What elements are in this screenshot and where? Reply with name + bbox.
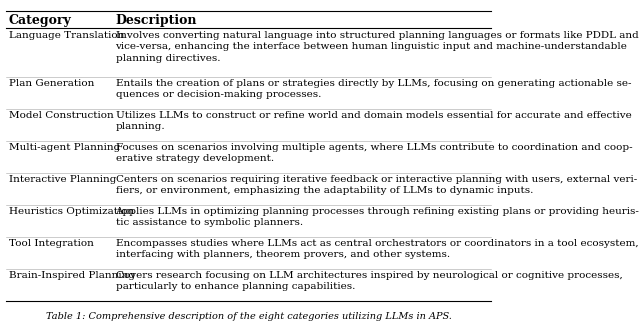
Text: Focuses on scenarios involving multiple agents, where LLMs contribute to coordin: Focuses on scenarios involving multiple … — [116, 143, 632, 163]
Text: Table 1: Comprehensive description of the eight categories utilizing LLMs in APS: Table 1: Comprehensive description of th… — [46, 312, 452, 321]
Text: Tool Integration: Tool Integration — [9, 239, 93, 248]
Text: Involves converting natural language into structured planning languages or forma: Involves converting natural language int… — [116, 31, 638, 63]
Text: Entails the creation of plans or strategies directly by LLMs, focusing on genera: Entails the creation of plans or strateg… — [116, 79, 631, 99]
Text: Covers research focusing on LLM architectures inspired by neurological or cognit: Covers research focusing on LLM architec… — [116, 271, 622, 291]
Text: Utilizes LLMs to construct or refine world and domain models essential for accur: Utilizes LLMs to construct or refine wor… — [116, 111, 631, 131]
Text: Interactive Planning: Interactive Planning — [9, 175, 116, 184]
Text: Heuristics Optimization: Heuristics Optimization — [9, 207, 134, 216]
Text: Centers on scenarios requiring iterative feedback or interactive planning with u: Centers on scenarios requiring iterative… — [116, 175, 637, 195]
Text: Description: Description — [116, 14, 197, 27]
Text: Multi-agent Planning: Multi-agent Planning — [9, 143, 120, 152]
Text: Applies LLMs in optimizing planning processes through refining existing plans or: Applies LLMs in optimizing planning proc… — [116, 207, 639, 227]
Text: Language Translation: Language Translation — [9, 31, 124, 40]
Text: Encompasses studies where LLMs act as central orchestrators or coordinators in a: Encompasses studies where LLMs act as ce… — [116, 239, 638, 259]
Text: Model Construction: Model Construction — [9, 111, 113, 120]
Text: Plan Generation: Plan Generation — [9, 79, 94, 88]
Text: Category: Category — [9, 14, 72, 27]
Text: Brain-Inspired Planning: Brain-Inspired Planning — [9, 271, 135, 280]
